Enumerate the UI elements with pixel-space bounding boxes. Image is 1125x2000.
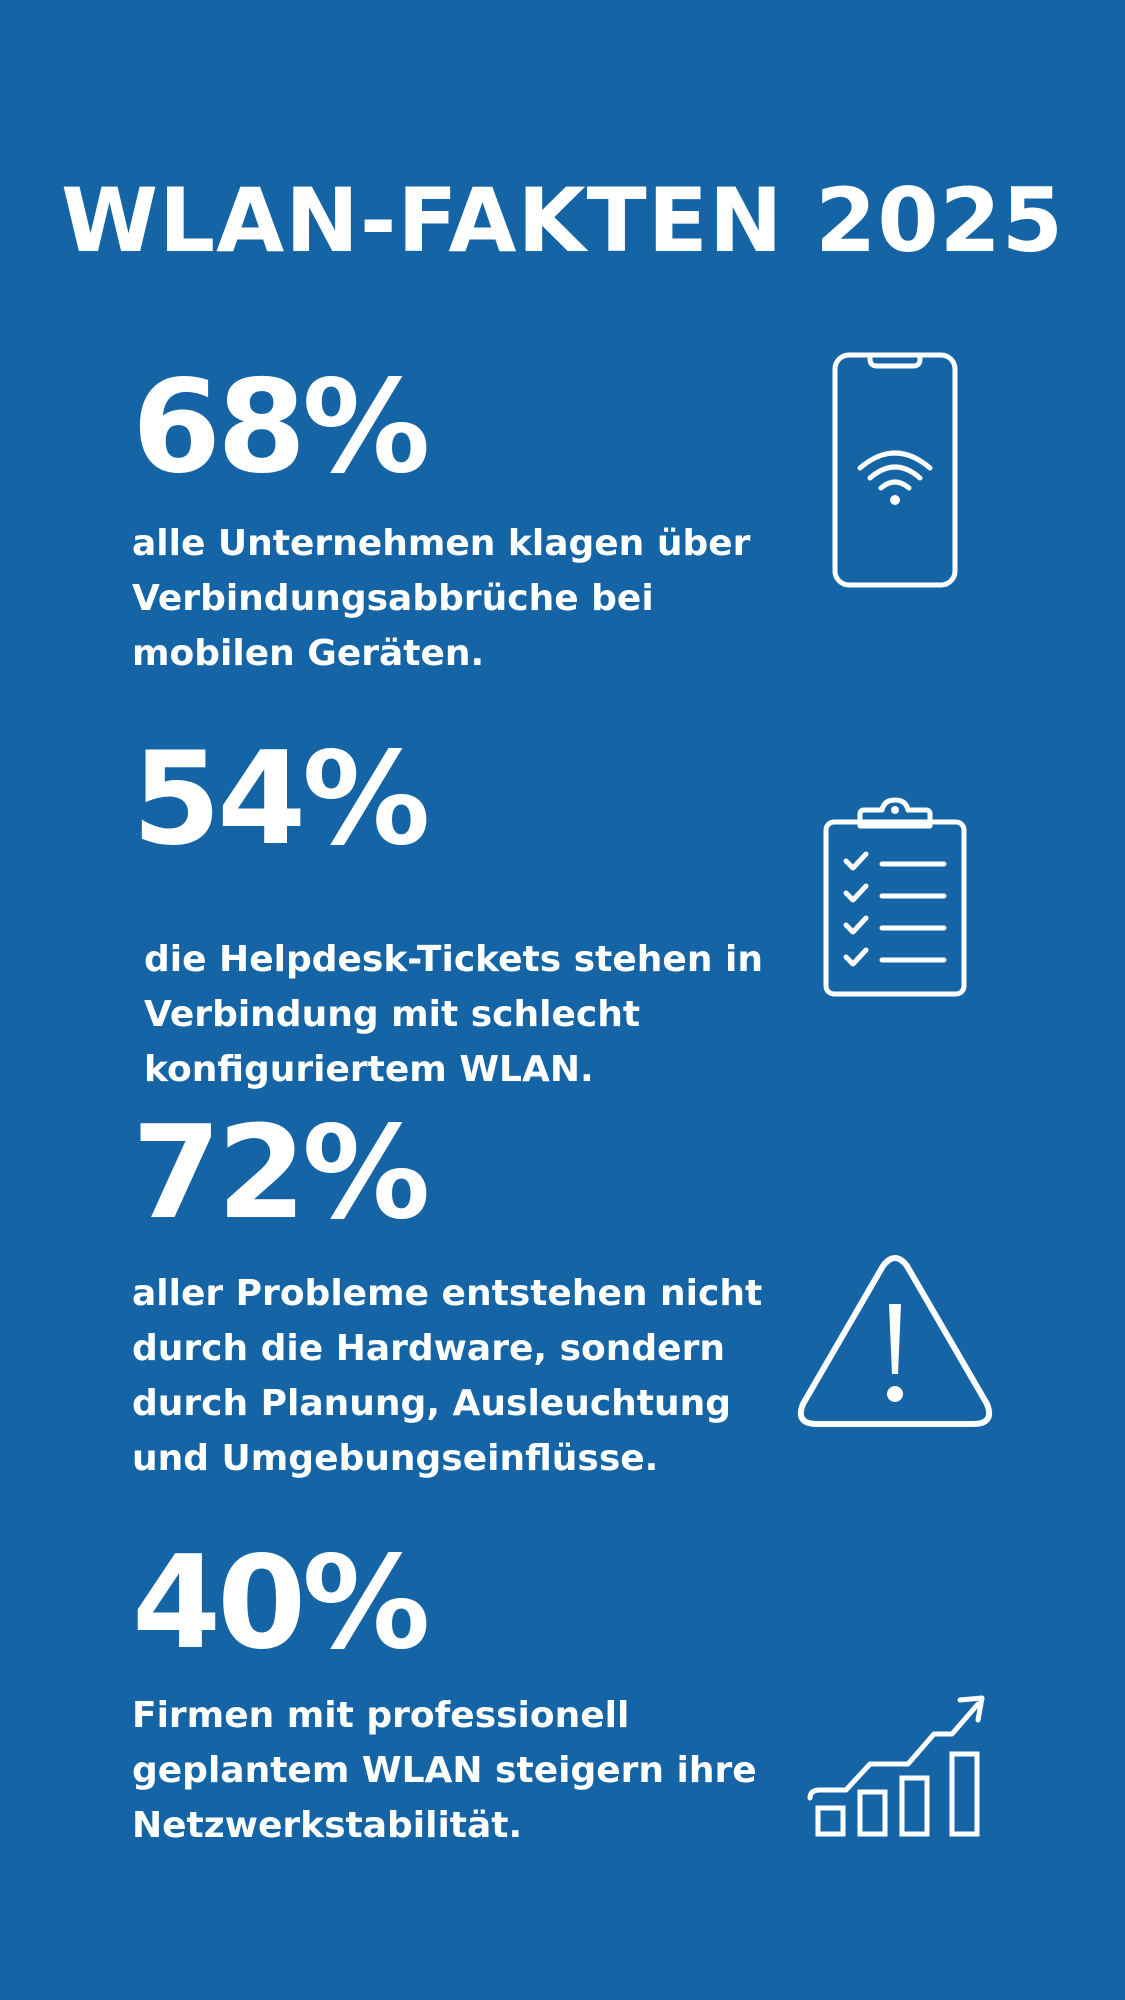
fact-description-line: durch Planung, Ausleuchtung [132, 1383, 732, 1424]
fact-description-line: die Helpdesk-Tickets stehen in [144, 939, 763, 980]
fact-percentage: 40% [132, 1529, 430, 1678]
fact-description-line: Verbindungsabbrüche bei [132, 578, 654, 619]
fact-description-line: mobilen Geräten. [132, 633, 485, 674]
fact-description: alle Unternehmen klagen über Verbindungs… [132, 516, 772, 681]
fact-description-line: aller Probleme entstehen nicht [132, 1273, 763, 1314]
growth-chart-icon [806, 1678, 986, 1838]
fact-description-line: geplantem WLAN steigern ihre [132, 1750, 757, 1791]
fact-card: 72% aller Probleme entstehen nicht durch… [132, 1110, 772, 1486]
fact-percentage: 68% [132, 353, 430, 502]
fact-description-line: Netzwerkstabilität. [132, 1805, 523, 1846]
page-title: WLAN-FAKTEN 2025 [60, 168, 1065, 272]
fact-card: 68% alle Unternehmen klagen über Verbind… [132, 364, 772, 681]
fact-description-line: Verbindung mit schlecht [144, 994, 641, 1035]
fact-percentage: 72% [132, 1099, 430, 1248]
fact-description: Firmen mit professionell geplantem WLAN … [132, 1688, 772, 1853]
fact-description-line: und Umgebungseinflüsse. [132, 1438, 659, 1479]
warning-icon [795, 1252, 995, 1432]
fact-card: 54% die Helpdesk-Tickets stehen in Verbi… [132, 736, 772, 1097]
fact-description-line: konfiguriertem WLAN. [144, 1049, 594, 1090]
fact-description-line: durch die Hardware, sondern [132, 1328, 725, 1369]
clipboard-checklist-icon [820, 796, 970, 1001]
smartphone-wifi-icon [830, 350, 960, 590]
fact-percentage: 54% [132, 725, 430, 874]
fact-description-line: alle Unternehmen klagen über [132, 523, 751, 564]
fact-card: 40% Firmen mit professionell geplantem W… [132, 1540, 772, 1853]
fact-description: die Helpdesk-Tickets stehen in Verbindun… [132, 932, 784, 1097]
fact-description-line: Firmen mit professionell [132, 1695, 630, 1736]
fact-description: aller Probleme entstehen nicht durch die… [132, 1266, 772, 1486]
